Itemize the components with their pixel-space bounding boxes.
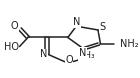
Text: NH₂: NH₂ [120,39,138,49]
Text: N: N [73,17,80,27]
Text: O: O [11,21,18,31]
Text: O: O [65,55,73,65]
Text: N: N [40,49,47,59]
Text: HO: HO [4,41,19,52]
Text: N: N [79,48,87,58]
Text: CH₃: CH₃ [79,51,95,60]
Text: S: S [100,22,106,32]
